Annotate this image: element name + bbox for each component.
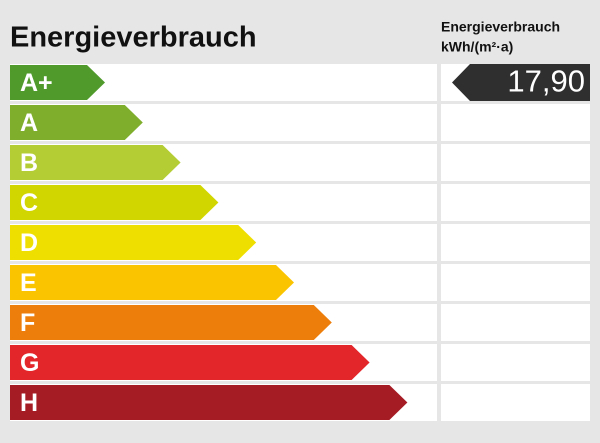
value-indicator — [452, 64, 590, 101]
unit-heading: Energieverbrauch — [441, 19, 560, 35]
class-arrow — [10, 305, 332, 340]
title: Energieverbrauch — [10, 22, 257, 54]
class-arrow — [10, 385, 408, 420]
class-arrow — [10, 185, 219, 220]
value-cell — [441, 264, 590, 301]
value-cell — [441, 384, 590, 421]
class-arrow — [10, 105, 143, 140]
value: 17,90 — [507, 64, 585, 99]
class-label: E — [20, 269, 37, 297]
class-label: D — [20, 229, 38, 257]
class-arrow — [10, 145, 181, 180]
class-label: C — [20, 189, 38, 217]
value-cell — [441, 224, 590, 261]
unit: kWh/(m²·a) — [441, 39, 513, 55]
value-cell — [441, 104, 590, 141]
class-label: F — [20, 309, 35, 337]
class-label: H — [20, 389, 38, 417]
class-label: A — [20, 109, 38, 137]
class-label: G — [20, 349, 39, 377]
class-arrow — [10, 265, 294, 300]
class-label: A+ — [20, 69, 53, 97]
value-cell — [441, 304, 590, 341]
class-label: B — [20, 149, 38, 177]
value-cell — [441, 344, 590, 381]
value-cell — [441, 144, 590, 181]
class-arrow — [10, 65, 105, 100]
class-arrow — [10, 225, 257, 260]
value-cell — [441, 184, 590, 221]
class-arrow — [10, 345, 370, 380]
